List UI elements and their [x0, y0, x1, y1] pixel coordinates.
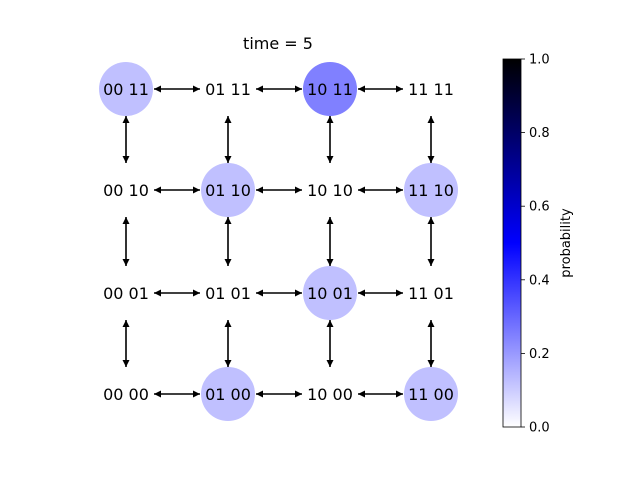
node-label: 01 11 [205, 80, 251, 99]
node-label: 10 11 [307, 80, 353, 99]
node: 01 10 [201, 163, 255, 217]
node-label: 10 01 [307, 284, 353, 303]
node-circle [404, 163, 458, 217]
node-label: 01 10 [205, 181, 251, 200]
colorbar-tick-label: 0.0 [529, 421, 550, 436]
node-label: 11 00 [408, 385, 454, 404]
edges-layer [122, 85, 435, 398]
node-label: 00 00 [103, 385, 149, 404]
node-label: 11 11 [408, 80, 454, 99]
colorbar-ticks: 0.0 0.2 0.4 0.6 0.8 1.0 [521, 53, 550, 436]
node: 00 01 [103, 284, 149, 303]
node: 00 11 [99, 62, 153, 116]
node: 10 01 [303, 266, 357, 320]
node-label: 00 11 [103, 80, 149, 99]
node-circle [303, 266, 357, 320]
node: 00 00 [103, 385, 149, 404]
node-circle [201, 367, 255, 421]
node-circle [99, 62, 153, 116]
node: 01 11 [205, 80, 251, 99]
node-circle [303, 62, 357, 116]
colorbar-tick-label: 1.0 [529, 53, 550, 68]
node-circle [201, 163, 255, 217]
node-label: 00 10 [103, 181, 149, 200]
node: 10 00 [307, 385, 353, 404]
node-label: 00 01 [103, 284, 149, 303]
node: 11 10 [404, 163, 458, 217]
node-label: 11 10 [408, 181, 454, 200]
node: 01 00 [201, 367, 255, 421]
colorbar-label: probability [559, 208, 574, 278]
node: 10 10 [307, 181, 353, 200]
node-label: 11 01 [408, 284, 454, 303]
node: 00 10 [103, 181, 149, 200]
node: 10 11 [303, 62, 357, 116]
node: 11 01 [408, 284, 454, 303]
node-label: 01 00 [205, 385, 251, 404]
colorbar-gradient [502, 58, 522, 428]
node: 01 01 [205, 284, 251, 303]
nodes-layer: 00 11 01 11 10 11 11 11 00 10 01 10 10 10 11 10… [99, 62, 458, 421]
node: 11 00 [404, 367, 458, 421]
node-circle [404, 367, 458, 421]
colorbar-tick-label: 0.2 [529, 347, 550, 362]
colorbar-tick-label: 0.6 [529, 200, 550, 215]
colorbar: 0.0 0.2 0.4 0.6 0.8 1.0 probability [502, 53, 574, 436]
colorbar-tick-label: 0.8 [529, 126, 550, 141]
chart-title: time = 5 [243, 34, 313, 53]
colorbar-tick-label: 0.4 [529, 273, 550, 288]
node-label: 10 00 [307, 385, 353, 404]
node-label: 10 10 [307, 181, 353, 200]
node-label: 01 01 [205, 284, 251, 303]
node: 11 11 [408, 80, 454, 99]
